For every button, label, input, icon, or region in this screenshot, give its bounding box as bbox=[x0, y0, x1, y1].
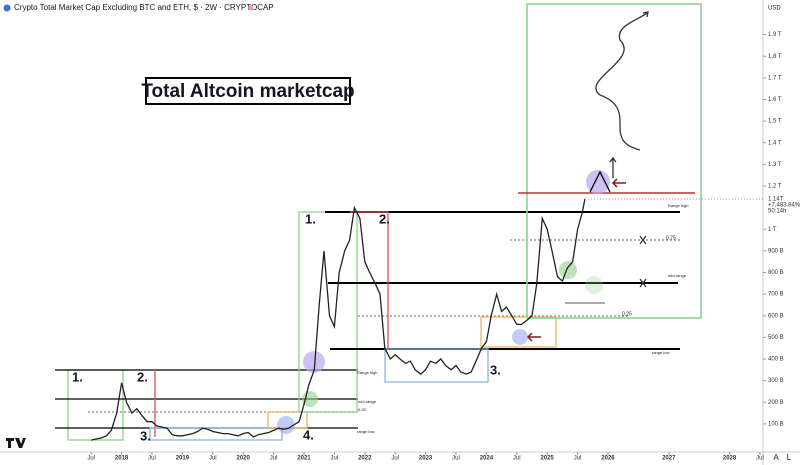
annotation: 3. bbox=[140, 428, 151, 443]
y-tick-label: 1 T bbox=[768, 227, 777, 233]
y-tick-label: 1.9 T bbox=[768, 32, 782, 38]
y-tick-label: 700 B bbox=[768, 292, 784, 298]
blue-box bbox=[149, 427, 283, 441]
y-tick-label: 100 B bbox=[768, 421, 784, 427]
x-tick-label: Jul bbox=[452, 456, 460, 462]
headline-box bbox=[145, 77, 351, 105]
purple-circle bbox=[303, 351, 325, 373]
x-tick-label: Jul bbox=[270, 456, 278, 462]
annotation: 3. bbox=[490, 362, 501, 377]
symbol-icon bbox=[3, 4, 11, 12]
y-tick-label: 600 B bbox=[768, 313, 784, 319]
y-tick-label: 500 B bbox=[768, 335, 784, 341]
annotation: 2. bbox=[137, 369, 148, 384]
y-tick-label: 400 B bbox=[768, 357, 784, 363]
status-dot bbox=[248, 5, 254, 11]
x-tick-label: 2027 bbox=[662, 456, 676, 462]
annotation: 0.25 bbox=[622, 311, 632, 317]
blue-circle bbox=[512, 329, 528, 345]
y-axis-label: USD bbox=[768, 6, 781, 12]
y-tick-label: 800 B bbox=[768, 270, 784, 276]
x-tick-label: 2018 bbox=[115, 456, 129, 462]
annotation: 0.75 bbox=[666, 235, 676, 241]
last-price-label: 1.14T bbox=[768, 197, 784, 203]
y-tick-label: 1.3 T bbox=[768, 162, 782, 168]
y-tick-label: 300 B bbox=[768, 378, 784, 384]
x-tick-label: 2023 bbox=[419, 456, 433, 462]
x-tick-label: Jul bbox=[209, 456, 217, 462]
y-tick-label: 1.6 T bbox=[768, 97, 782, 103]
x-tick-label: 2025 bbox=[540, 456, 554, 462]
headline: Total Altcoin marketcap bbox=[141, 81, 354, 102]
scale-button: L bbox=[787, 453, 792, 462]
x-tick-label: 2026 bbox=[601, 456, 615, 462]
y-tick-label: 200 B bbox=[768, 400, 784, 406]
x-tick-label: Jul bbox=[87, 456, 95, 462]
annotation: 4. bbox=[303, 427, 314, 442]
arrow bbox=[609, 156, 617, 178]
y-tick-label: 1.4 T bbox=[768, 140, 782, 146]
y-tick-label: 1.8 T bbox=[768, 54, 782, 60]
annotation: 0.25 bbox=[358, 407, 367, 412]
logo-mark bbox=[6, 438, 26, 448]
orange-box bbox=[480, 316, 557, 348]
annotation: mid-range bbox=[668, 273, 687, 278]
cycle-2-drawings bbox=[325, 3, 702, 383]
x-tick-label: Jul bbox=[391, 456, 399, 462]
green-circle bbox=[559, 261, 577, 279]
x-tick-label: 2019 bbox=[176, 456, 190, 462]
blue-box bbox=[384, 348, 489, 383]
x-marks bbox=[639, 235, 647, 288]
logo bbox=[6, 438, 26, 448]
y-tick-label: 1.5 T bbox=[768, 119, 782, 125]
annotation: Range high bbox=[357, 370, 377, 375]
y-tick-label: 1.7 T bbox=[768, 75, 782, 81]
annotation: mid-range bbox=[358, 399, 377, 404]
arrow bbox=[526, 332, 541, 342]
x-tick-label: Jul bbox=[756, 456, 764, 462]
arrow bbox=[611, 178, 626, 188]
annotation: range low bbox=[357, 429, 374, 434]
annotation: 2. bbox=[379, 211, 390, 226]
red-marker bbox=[350, 211, 389, 349]
y-tick-label: 1.2 T bbox=[768, 184, 782, 190]
x-tick-label: Jul bbox=[331, 456, 339, 462]
x-tick-label: Jul bbox=[513, 456, 521, 462]
x-tick-label: 2021 bbox=[297, 456, 311, 462]
change-label: +7,483.84% bbox=[768, 203, 800, 209]
chart-title: Crypto Total Market Cap Excluding BTC an… bbox=[14, 3, 274, 12]
purple-circle bbox=[586, 170, 610, 194]
y-tick-label: 900 B bbox=[768, 248, 784, 254]
blue-circle bbox=[277, 416, 295, 434]
annotation: Range high bbox=[668, 203, 688, 208]
x-tick-label: 2020 bbox=[237, 456, 251, 462]
scale-button: A bbox=[773, 453, 779, 462]
x-tick-label: Jul bbox=[148, 456, 156, 462]
x-tick-label: 2028 bbox=[723, 456, 737, 462]
annotation: range low bbox=[652, 350, 669, 355]
x-tick-label: 2022 bbox=[358, 456, 372, 462]
green-box bbox=[526, 3, 702, 319]
x-tick-label: 2024 bbox=[480, 456, 494, 462]
peak-sketch bbox=[589, 170, 611, 193]
projection-curve bbox=[595, 11, 649, 151]
x-tick-label: Jul bbox=[574, 456, 582, 462]
price-line bbox=[91, 198, 586, 441]
annotation: 1. bbox=[305, 211, 316, 226]
annotation: 1. bbox=[72, 369, 83, 384]
green-circle bbox=[585, 276, 603, 294]
countdown: 50:14h bbox=[768, 209, 786, 215]
